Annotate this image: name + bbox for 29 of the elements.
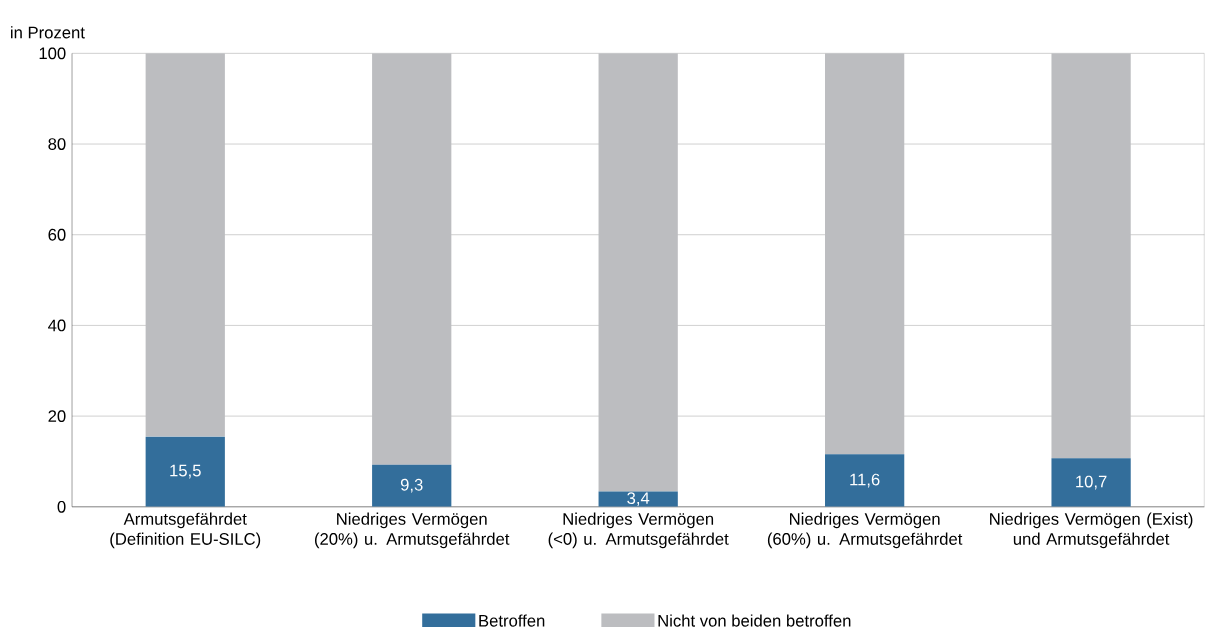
bar xyxy=(1051,458,1131,508)
y-tick-label: 40 xyxy=(48,319,66,332)
bar xyxy=(145,53,225,437)
y-axis-title: in Prozent xyxy=(11,26,85,39)
x-tick-label: Niedriges Vermögen (20%) u. Armutsgefährdet xyxy=(314,512,510,549)
legend-label: Betroffen xyxy=(479,614,545,627)
y-tick-label: 60 xyxy=(48,229,66,241)
bar xyxy=(825,53,905,455)
data-label: 15,5 xyxy=(170,465,201,479)
legend-label: Nicht von beiden betroffen xyxy=(658,614,851,627)
bar xyxy=(1051,53,1131,459)
x-tick-label: Armutsgefährdet (Definition EU-SILC) xyxy=(110,512,261,549)
bar xyxy=(145,436,225,508)
x-tick-label: Niedriges Vermögen (Exist) und Armutsgefährdet xyxy=(990,512,1193,549)
bar xyxy=(372,53,452,465)
y-tick-label: 20 xyxy=(48,410,66,423)
data-label: 11,6 xyxy=(850,473,880,488)
y-tick-label: 0 xyxy=(57,501,66,513)
x-tick-label: Niedriges Vermögen (60%) u. Armutsgefährdet xyxy=(767,512,963,549)
y-tick-label: 80 xyxy=(48,138,66,151)
data-label: 10,7 xyxy=(1076,475,1107,490)
bar xyxy=(372,464,452,508)
data-label: 3,4 xyxy=(627,492,650,507)
bar xyxy=(598,53,678,492)
data-label: 9,3 xyxy=(400,479,423,493)
x-tick-label: Niedriges Vermögen (<0) u. Armutsgefährdet xyxy=(548,512,729,549)
bar xyxy=(598,491,678,508)
y-tick-label: 100 xyxy=(39,47,66,60)
bar xyxy=(825,454,905,508)
